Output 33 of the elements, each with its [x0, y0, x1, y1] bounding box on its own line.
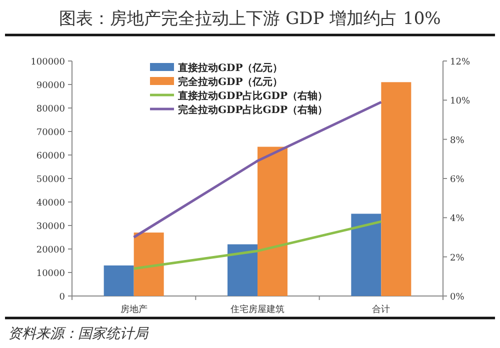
x-tick-label: 住宅房屋建筑: [230, 304, 284, 315]
y-tick-label: 90000: [36, 81, 66, 91]
bar: [381, 82, 412, 296]
legend-label: 直接拉动GDP占比GDP（右轴）: [177, 90, 328, 102]
y-tick-label: 40000: [36, 198, 66, 208]
y-tick-label: 10000: [36, 269, 66, 279]
y-tick-label: 60000: [36, 152, 66, 162]
chart-title: 图表：房地产完全拉动上下游 GDP 增加约占 10%: [59, 9, 441, 29]
y-tick-label: 70000: [36, 128, 66, 138]
bar: [258, 146, 288, 296]
y2-tick-label: 2%: [450, 253, 465, 264]
y2-tick-label: 10%: [450, 96, 470, 107]
x-tick-label: 房地产: [120, 304, 148, 315]
y-tick-label: 80000: [36, 104, 66, 114]
legend-label: 完全拉动GDP占比GDP（右轴）: [178, 104, 328, 116]
y2-tick-label: 12%: [450, 58, 470, 68]
y2-tick-label: 0%: [450, 292, 465, 302]
y2-tick-label: 4%: [450, 214, 465, 224]
y2-tick-label: 6%: [450, 175, 465, 185]
y-tick-label: 20000: [36, 246, 66, 256]
text: 资料来源：国家统计局: [8, 326, 149, 342]
y-tick-label: 30000: [36, 222, 66, 232]
bar: [351, 214, 382, 296]
bar: [134, 232, 164, 296]
legend-label: 直接拉动GDP（亿元）: [177, 62, 283, 74]
y-tick-label: 50000: [36, 175, 66, 185]
legend-label: 完全拉动GDP（亿元）: [178, 76, 283, 88]
bar: [104, 265, 134, 296]
y-tick-label: 0: [59, 292, 66, 302]
y2-tick-label: 8%: [450, 136, 465, 146]
y-tick-label: 100000: [30, 58, 66, 68]
x-tick-label: 合计: [372, 304, 390, 315]
bar: [228, 244, 258, 296]
